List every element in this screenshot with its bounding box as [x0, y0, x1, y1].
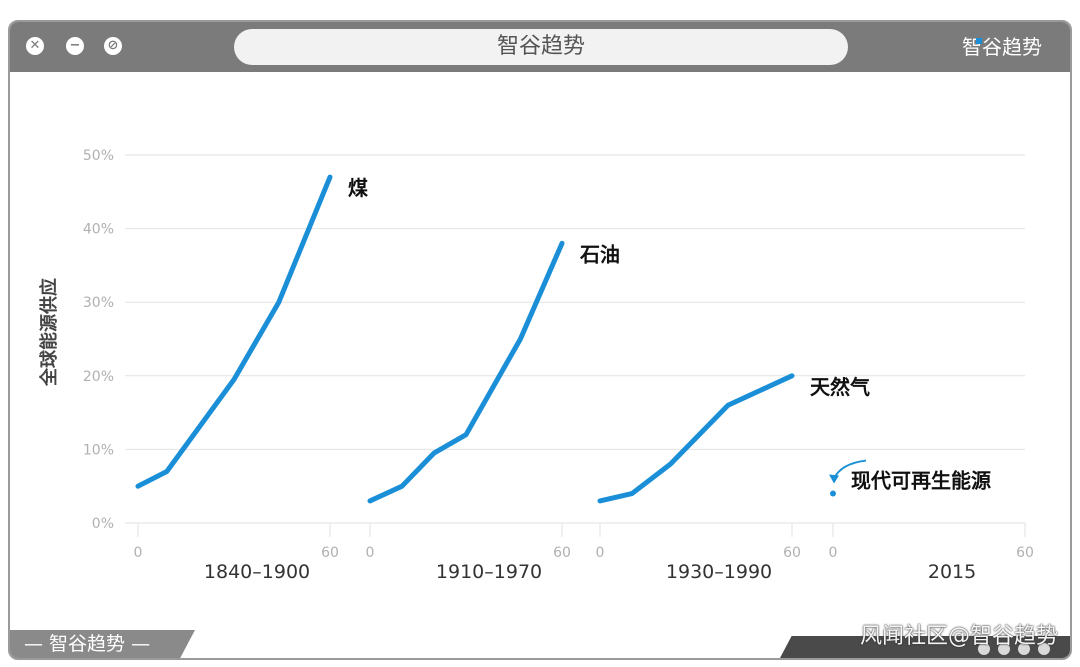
x-category-label: 1840–1900 [204, 561, 310, 583]
y-tick-label: 20% [83, 369, 114, 385]
series-label: 现代可再生能源 [851, 469, 991, 493]
x-category-label: 1930–1990 [666, 561, 772, 583]
close-icon[interactable]: ✕ [26, 37, 44, 55]
y-tick-label: 10% [83, 442, 114, 458]
brand-logo: 智谷趋势 [962, 34, 1042, 60]
series-label: 天然气 [810, 375, 870, 399]
x-category-label: 2015 [928, 561, 976, 583]
series-line [367, 240, 565, 504]
y-axis-label: 全球能源供应 [38, 278, 60, 387]
page-dot[interactable] [1038, 643, 1050, 655]
y-tick-label: 40% [83, 222, 114, 238]
x-tick-label: 60 [783, 545, 801, 561]
app-window: ✕ − ⊘ 智谷趋势 智谷趋势 — 智谷趋势 — 风闻社区@智谷趋势 [8, 20, 1072, 660]
x-tick-label: 0 [134, 545, 143, 561]
window-title: 智谷趋势 [234, 29, 848, 65]
page-dots [970, 640, 1050, 655]
page-dot[interactable] [978, 643, 990, 655]
minimize-icon[interactable]: − [66, 37, 84, 55]
title-bar: ✕ − ⊘ 智谷趋势 智谷趋势 [10, 22, 1070, 72]
page-dot[interactable] [1018, 643, 1030, 655]
y-tick-label: 30% [83, 295, 114, 311]
bottom-bar [780, 636, 1070, 658]
page-dot[interactable] [998, 643, 1010, 655]
x-category-label: 1910–1970 [436, 561, 542, 583]
x-tick-label: 0 [366, 545, 375, 561]
series-label: 石油 [579, 242, 620, 266]
bottom-brand-tab: — 智谷趋势 — [10, 630, 195, 658]
series-label: 煤 [348, 176, 368, 200]
y-tick-label: 0% [92, 516, 114, 532]
series-line [597, 373, 795, 504]
series-point [830, 490, 836, 497]
x-tick-label: 60 [553, 545, 571, 561]
x-tick-label: 0 [596, 545, 605, 561]
block-icon[interactable]: ⊘ [104, 37, 122, 55]
brand-square-icon [976, 38, 982, 44]
brand-name: 智谷趋势 [962, 35, 1042, 59]
pointer-arrowhead [829, 474, 839, 484]
x-tick-label: 60 [321, 545, 339, 561]
y-tick-label: 50% [83, 148, 114, 164]
watermark: 风闻社区@智谷趋势 [859, 624, 1058, 649]
x-tick-label: 0 [829, 545, 838, 561]
series-line [135, 174, 333, 489]
x-tick-label: 60 [1016, 545, 1034, 561]
